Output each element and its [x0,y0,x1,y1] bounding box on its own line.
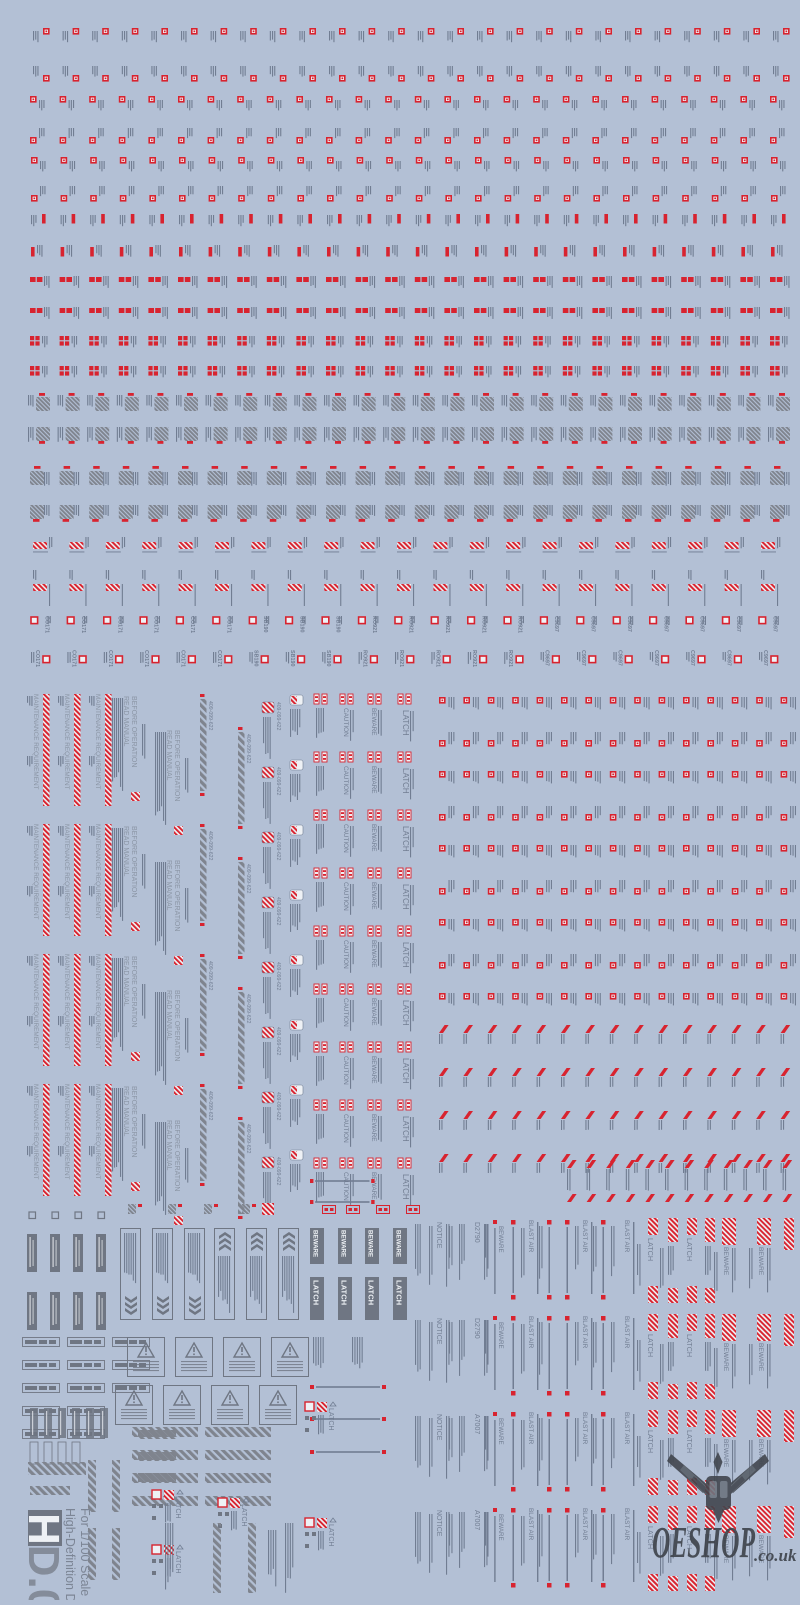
svg-text:For 1/100 Scale Model: For 1/100 Scale Model [78,1508,92,1600]
svg-text:.co.uk: .co.uk [754,1546,797,1565]
svg-text:High-Definition Decal: High-Definition Decal [63,1508,77,1600]
svg-text:H: H [19,1513,68,1545]
svg-text:HD.01: HD.01 [19,1513,68,1600]
svg-text:OESHOP: OESHOP [652,1518,756,1567]
